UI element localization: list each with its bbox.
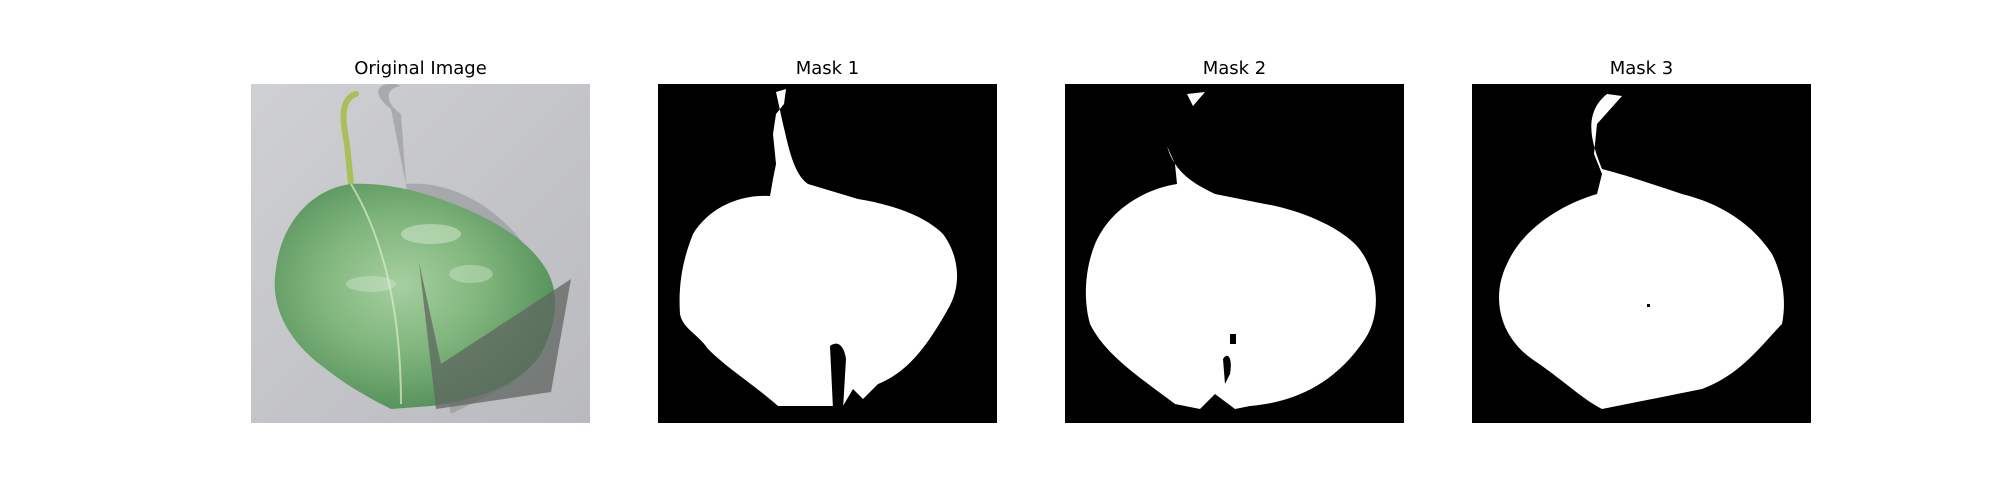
mask-speck xyxy=(1647,304,1650,307)
leaf-speckle xyxy=(449,265,493,283)
mask-image xyxy=(658,84,997,423)
occluder-polygon xyxy=(419,262,571,409)
mask-region xyxy=(1187,92,1205,106)
mask-region xyxy=(679,89,958,406)
leaf-speckle xyxy=(401,224,461,244)
mask-image xyxy=(1472,84,1811,423)
panel-title: Mask 1 xyxy=(795,58,860,79)
mask-region xyxy=(1085,146,1376,409)
leaf-midrib xyxy=(350,183,402,405)
leaf-speckle xyxy=(346,276,396,292)
panel-title: Original Image xyxy=(354,58,487,79)
mask-image xyxy=(1065,84,1404,423)
mask-speck xyxy=(1230,334,1236,344)
mask-region xyxy=(1499,94,1784,409)
leaf-stem xyxy=(340,91,359,187)
original-image xyxy=(251,84,590,423)
mask-hole xyxy=(830,343,846,409)
mask-hole xyxy=(1223,355,1231,384)
panel-title: Mask 3 xyxy=(1609,58,1674,79)
panel-title: Mask 2 xyxy=(1202,58,1267,79)
